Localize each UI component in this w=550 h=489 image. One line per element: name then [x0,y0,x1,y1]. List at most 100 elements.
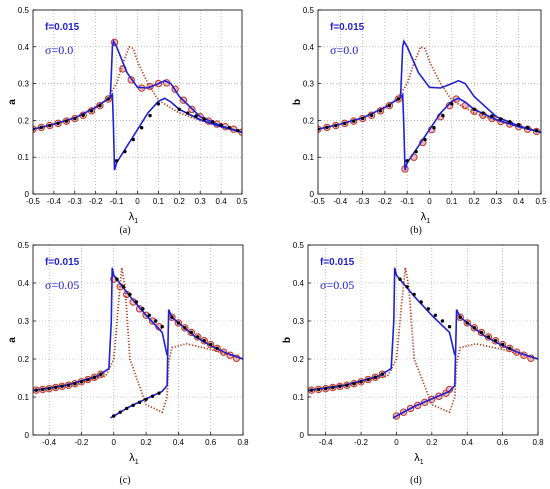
y-tick-label: 0 [25,190,30,199]
dot-marker [525,126,530,130]
x-axis-label-main: λ [414,452,420,464]
dot-marker [219,123,223,127]
y-tick-label: 0 [310,190,315,199]
axes-frame [32,9,243,195]
dot-marker [412,292,416,297]
x-tick-label: -0.4 [42,438,56,447]
dot-marker [369,113,374,117]
dot-marker [202,117,207,121]
dot-marker [134,300,139,304]
panel-caption: (a) [119,225,130,236]
dot-marker [208,342,213,347]
x-axis-label: λ1 [129,211,139,225]
series-group [33,38,242,171]
y-tick-label: 0.3 [18,80,30,89]
x-tick-label: 0 [394,438,399,447]
axes-frame [317,9,542,195]
plot-area [308,245,538,435]
dot-marker [479,330,484,335]
dot-marker [148,113,152,118]
x-tick-label: 0 [427,197,432,206]
x-tick-label: -0.1 [400,197,414,206]
dot-marker [33,127,35,131]
y-tick-label: 0.4 [303,43,315,52]
sigma-annotation: σ=0.05 [45,278,79,292]
y-tick-label: 0 [300,431,305,440]
dot-marker [493,339,498,343]
dot-marker [472,326,477,330]
y-tick-label: 0.1 [18,153,30,162]
x-tick-label: 0.3 [491,197,503,206]
dot-marker [366,377,370,382]
stable-branch-line [392,309,538,419]
y-axis-label: a [7,337,18,343]
dot-marker [432,126,436,130]
dot-marker [359,380,363,384]
dot-marker [34,388,38,392]
x-tick-label: 0.2 [141,438,153,447]
y-tick-label: 0.2 [293,355,305,364]
x-tick-label: 0.4 [513,197,525,206]
x-tick-label: -0.2 [378,197,392,206]
dot-marker [419,300,423,304]
dot-marker [144,397,148,401]
circle-marker [445,385,454,394]
stable-branch-line [33,92,242,171]
dot-marker [154,319,158,323]
dot-marker [115,277,119,281]
x-tick-label: 0.1 [153,197,165,206]
dot-marker [56,121,60,126]
dot-marker [211,120,215,124]
dot-marker [141,307,145,311]
x-axis-label-subscript: 1 [135,459,139,466]
x-tick-label: 0.8 [237,438,249,447]
dot-marker [131,137,136,142]
series-group [33,267,243,419]
panel-caption: (c) [119,475,130,486]
dot-marker [423,137,427,142]
dot-marker [458,315,462,319]
dot-marker [334,123,338,128]
series-group [318,39,541,173]
x-tick-label: 0.5 [535,197,547,206]
x-tick-label: 0.2 [174,197,186,206]
y-tick-label: 0.1 [303,153,315,162]
dot-marker [123,149,127,154]
dot-marker [112,414,116,418]
dot-marker [499,117,503,121]
dot-marker [426,307,431,311]
x-axis-label-main: λ [129,452,135,464]
x-axis-label-subscript: 1 [426,218,430,225]
forcing-annotation: f=0.015 [330,22,365,33]
dot-marker [99,372,103,376]
dot-marker [137,400,142,405]
x-tick-label: 0.4 [173,438,185,447]
dot-marker [92,375,97,379]
dot-marker [331,385,335,390]
dot-marker [48,123,52,128]
dot-marker [343,121,347,126]
x-axis-label-main: λ [421,211,427,223]
x-tick-label: 0.6 [205,438,217,447]
dot-marker [106,97,110,101]
sigma-annotation: σ=0.0 [330,43,358,57]
dot-marker [481,111,485,115]
dot-marker [490,114,494,118]
y-axis-label: b [292,99,303,105]
dot-marker [507,346,512,351]
dot-marker [40,387,45,392]
dot-marker [352,382,356,386]
dot-marker [81,113,85,117]
dot-marker [131,403,135,408]
plot-area [33,245,243,435]
dot-marker [139,126,144,130]
unstable-branch-line [33,267,243,414]
x-tick-label: 0.4 [462,438,474,447]
y-tick-label: 0.3 [293,317,305,326]
dot-marker [53,385,58,390]
y-tick-label: 0.2 [303,116,315,125]
stable-branch-line [318,92,541,171]
y-tick-label: 0.5 [303,6,315,15]
dot-marker [345,383,349,387]
